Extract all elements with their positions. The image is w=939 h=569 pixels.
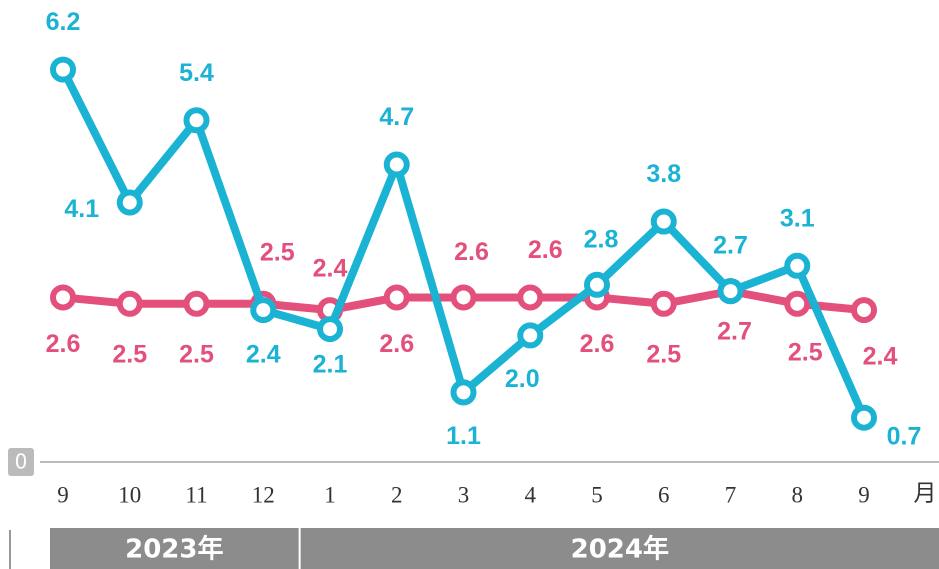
x-unit: 月: [914, 480, 937, 505]
value-label: 2.6: [46, 330, 81, 358]
year-band: [300, 528, 939, 569]
x-tick-label: 1: [324, 482, 336, 507]
point: [183, 290, 210, 317]
x-tick-label: 4: [525, 482, 537, 507]
point: [450, 284, 477, 311]
point: [851, 404, 877, 431]
x-tick-label: 9: [57, 482, 69, 507]
value-label: 0.7: [887, 422, 922, 450]
x-tick-label: 2: [391, 482, 403, 507]
point: [650, 290, 677, 317]
value-label: 2.6: [528, 236, 563, 264]
point: [317, 316, 343, 343]
value-label: 2.1: [313, 351, 348, 379]
point: [183, 107, 210, 134]
point: [450, 379, 477, 406]
year-band: [50, 528, 299, 569]
point: [250, 297, 277, 324]
point: [517, 284, 544, 311]
point: [50, 56, 76, 83]
point: [584, 271, 610, 298]
value-label: 2.5: [788, 338, 823, 366]
value-label: 2.8: [584, 225, 619, 253]
value-label: 2.6: [454, 238, 489, 266]
value-label: 3.1: [780, 204, 815, 232]
x-tick-label: 8: [792, 482, 804, 507]
point: [517, 322, 544, 349]
value-label: 2.0: [505, 365, 540, 393]
value-label: 4.7: [379, 103, 414, 131]
value-label: 2.5: [260, 238, 295, 266]
x-tick-label: 12: [252, 482, 275, 507]
value-label: 2.6: [379, 330, 414, 358]
value-label: 2.5: [646, 340, 681, 368]
x-tick-label: 3: [458, 482, 470, 507]
value-label: 1.1: [446, 422, 481, 450]
year-label: 2023年: [125, 534, 223, 565]
point: [116, 290, 143, 317]
point: [784, 252, 811, 279]
point: [383, 284, 410, 311]
point: [383, 151, 410, 178]
value-label: 2.4: [246, 341, 281, 369]
value-label: 2.4: [863, 343, 898, 371]
year-label: 2024年: [571, 534, 669, 565]
value-label: 2.7: [717, 318, 752, 346]
point: [784, 290, 811, 317]
x-tick-label: 7: [725, 482, 737, 507]
value-label: 2.4: [313, 255, 348, 283]
point: [717, 278, 744, 305]
point: [50, 284, 76, 311]
y-tick-box: [8, 448, 34, 476]
x-tick-label: 9: [858, 482, 870, 507]
value-label: 2.5: [179, 340, 214, 368]
x-tick-label: 5: [591, 482, 603, 507]
point: [851, 297, 877, 324]
value-label: 4.1: [64, 195, 99, 223]
value-label: 6.2: [46, 8, 81, 36]
point: [116, 189, 143, 216]
point: [650, 208, 677, 235]
x-tick-label: 10: [118, 482, 141, 507]
value-label: 2.6: [580, 330, 615, 358]
value-label: 2.7: [713, 232, 748, 260]
value-label: 2.5: [112, 340, 147, 368]
x-tick-label: 6: [658, 482, 670, 507]
y-tick-label: 0: [15, 450, 28, 474]
value-label: 5.4: [179, 59, 214, 87]
x-tick-label: 11: [185, 482, 207, 507]
value-label: 3.8: [646, 160, 681, 188]
